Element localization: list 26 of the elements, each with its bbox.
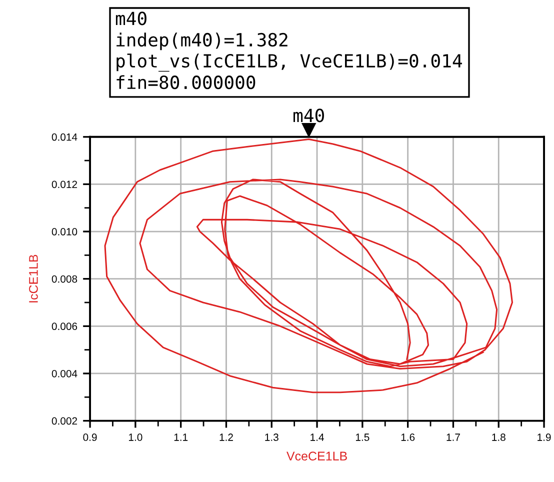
x-tick-label: 1.8	[492, 434, 506, 441]
y-tick-label: 0.006	[52, 322, 78, 330]
y-tick-label: 0.004	[52, 370, 78, 378]
x-tick-label: 1.3	[265, 434, 278, 441]
x-tick-label: 1.5	[356, 434, 370, 441]
x-tick-label: 1.1	[174, 434, 188, 441]
x-tick-label: 1.0	[128, 434, 142, 441]
x-tick-label: 1.6	[401, 434, 415, 441]
text: plot_vs(IcCE1LB, VceCE1LB)=0.014	[116, 54, 462, 72]
x-tick-label: 1.4	[310, 434, 324, 441]
annotation: m40	[294, 108, 324, 122]
text: indep(m40)=1.382	[116, 32, 288, 50]
x-tick-label: 1.7	[446, 434, 460, 441]
y-tick-label: 0.010	[52, 228, 78, 236]
x-tick-label: 1.2	[220, 434, 233, 441]
x-axis-title: VceCE1LB	[286, 452, 347, 461]
y-tick-label: 0.002	[52, 417, 78, 425]
y-tick-label: 0.008	[52, 275, 78, 283]
y-axis-title: IcCE1LB	[29, 254, 38, 302]
y-tick-label: 0.012	[52, 180, 78, 188]
x-tick-label: 1.9	[538, 434, 551, 441]
x-tick-label: 0.9	[83, 434, 97, 441]
y-tick-label: 0.014	[52, 133, 78, 141]
line-series	[104, 138, 514, 394]
text: m40	[116, 12, 146, 26]
text: fin=80.000000	[116, 75, 256, 90]
